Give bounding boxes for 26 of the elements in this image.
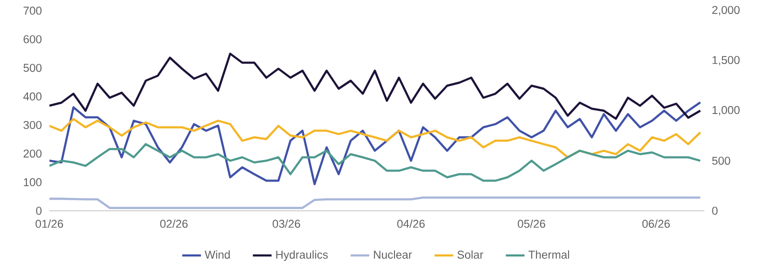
legend-label: Thermal [528,250,570,258]
line-series [49,101,702,186]
line-series [49,52,702,120]
y-tick-label: 100 [24,178,42,186]
y2-tick-label: 1,500 [712,56,740,66]
x-tick-label: 06/26 [642,219,670,228]
y2-tick-label: 1,000 [712,106,740,116]
legend-label: Hydraulics [276,250,328,261]
y2-tick-label: 0 [712,206,718,215]
y-tick-label: 400 [23,92,42,100]
x-tick-label: 04/26 [397,219,425,228]
y-tick-label: 200 [24,149,42,158]
x-tick-label: 03/26 [272,219,300,228]
x-tick-label: 01/26 [36,219,64,228]
legend-label: Nuclear [374,250,412,258]
y-tick-label: 700 [24,6,42,14]
y-tick-label: 0 [36,206,42,215]
y-tick-label: 500 [24,64,42,72]
legend-label: Solar [457,250,484,258]
x-tick-label: 02/26 [160,219,188,228]
x-tick-label: 05/26 [518,219,546,228]
y-tick-label: 600 [24,35,42,44]
y-tick-label: 300 [23,120,42,129]
legend-label: Wind [204,250,230,258]
y2-tick-label: 500 [712,156,730,165]
y2-tick-label: 2,000 [712,6,740,16]
